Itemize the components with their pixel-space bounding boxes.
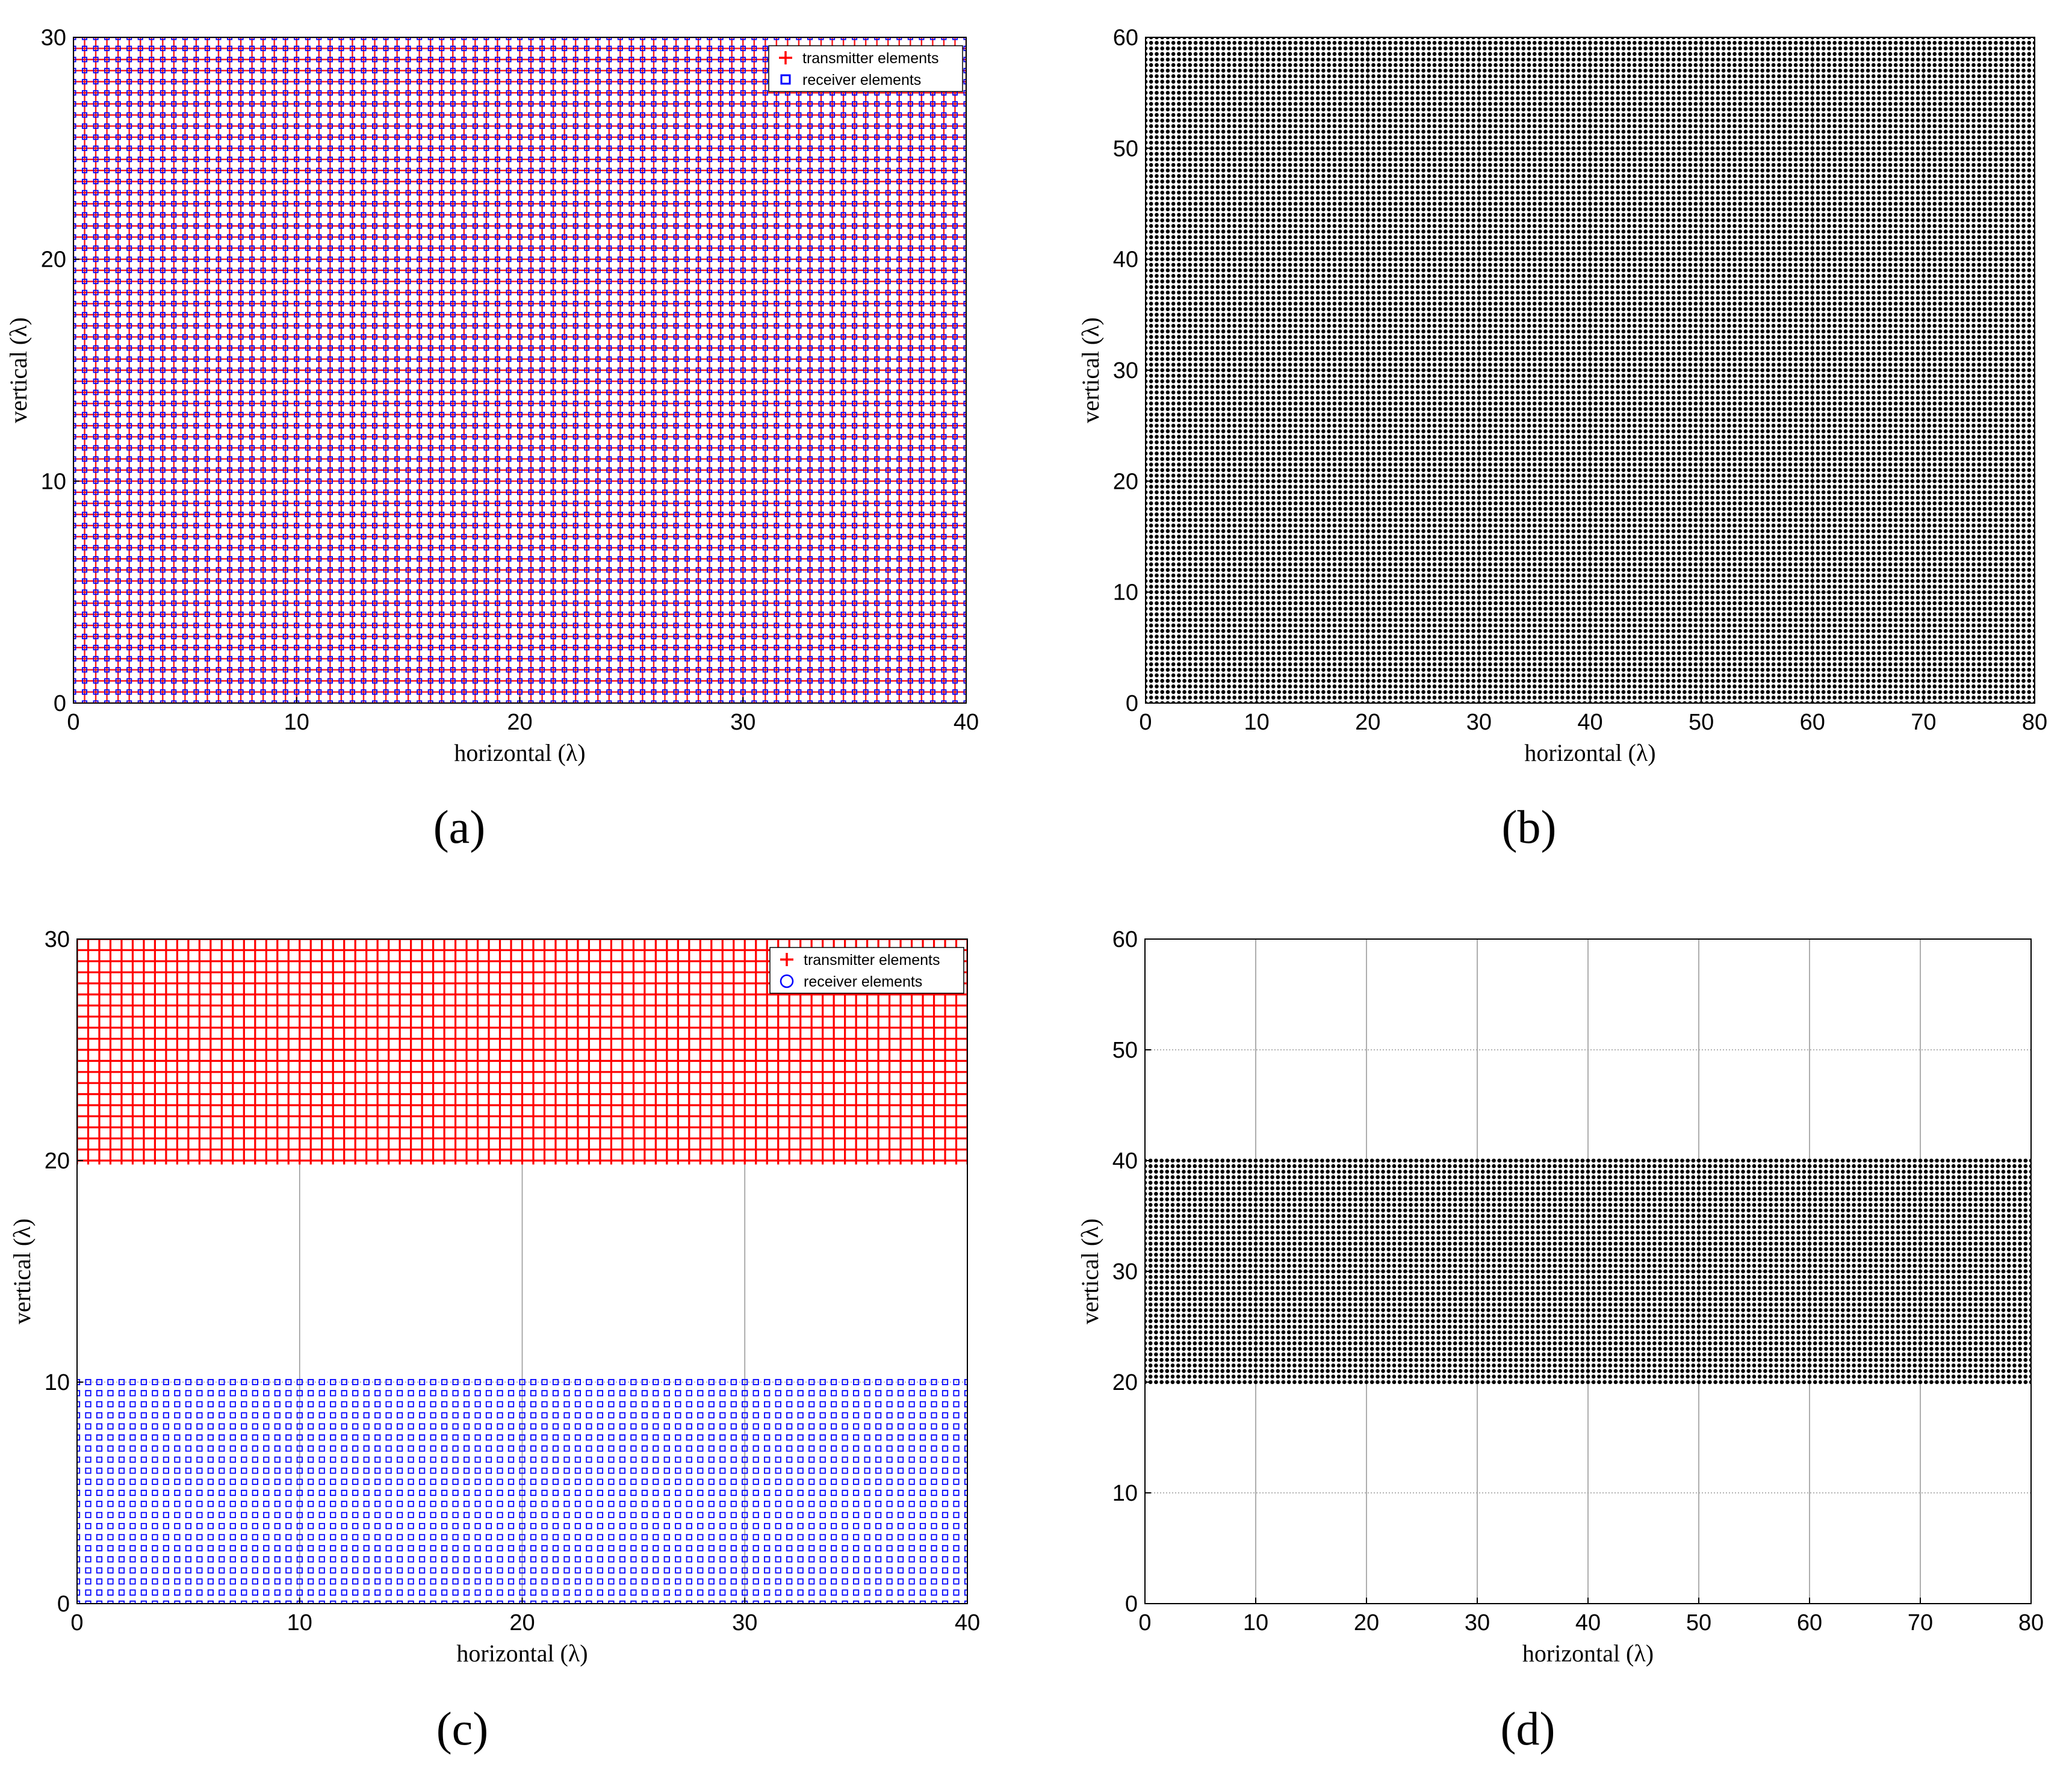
y-tick-label: 0: [54, 691, 66, 716]
x-tick-label: 60: [1800, 710, 1825, 735]
x-tick-label: 20: [1354, 1610, 1379, 1636]
legend-entry-label: receiver elements: [804, 973, 922, 990]
panel-caption: (c): [436, 1702, 489, 1755]
y-tick-label: 10: [1113, 580, 1138, 606]
x-tick-label: 40: [954, 710, 979, 735]
x-tick-label: 40: [1575, 1610, 1601, 1636]
panel-c: 0 10 20 30 40 0 10 20 30 horizontal (λ) vertical (…: [8, 927, 980, 1755]
x-axis-label: horizontal (λ): [1522, 1640, 1654, 1667]
panel-caption: (d): [1501, 1702, 1556, 1755]
y-tick-label: 0: [57, 1592, 70, 1617]
legend-entry-label: transmitter elements: [802, 50, 938, 67]
series-array-elements-markers: [1143, 1159, 2033, 1385]
y-tick-label: 20: [1113, 469, 1138, 494]
x-axis-label: horizontal (λ): [456, 1640, 588, 1667]
x-tick-label: 0: [67, 710, 79, 735]
y-tick-label: 30: [1112, 1259, 1138, 1285]
y-axis-label: vertical (λ): [1077, 317, 1104, 423]
y-tick-label: 10: [45, 1370, 70, 1395]
x-tick-label: 0: [70, 1610, 83, 1636]
y-tick-label: 50: [1112, 1038, 1138, 1063]
legend: transmitter elements receiver elements: [769, 46, 963, 91]
array-element-dot-grid: [1143, 1159, 2033, 1385]
x-tick-label: 60: [1797, 1610, 1822, 1636]
x-tick-label: 20: [509, 1610, 535, 1636]
y-tick-label: 10: [41, 469, 66, 494]
y-tick-label: 40: [1113, 247, 1138, 273]
y-tick-label: 60: [1112, 927, 1138, 952]
x-tick-label: 50: [1689, 710, 1714, 735]
panel-d: 0 10 20 30 40 50 60 70 80 0 10 20 30 40 50 60 horizontal…: [1076, 927, 2044, 1755]
x-tick-label: 70: [1908, 1610, 1933, 1636]
x-tick-label: 80: [2018, 1610, 2044, 1636]
series-array-elements-markers: [1144, 36, 2037, 705]
y-tick-label: 40: [1112, 1149, 1138, 1174]
panel-caption: (a): [433, 801, 486, 853]
x-tick-label: 10: [287, 1610, 312, 1636]
x-axis-label: horizontal (λ): [1524, 739, 1655, 766]
x-tick-label: 40: [955, 1610, 980, 1636]
x-tick-label: 70: [1911, 710, 1936, 735]
y-tick-label: 0: [1126, 691, 1138, 716]
y-axis-label: vertical (λ): [8, 1218, 36, 1324]
x-tick-label: 30: [1465, 1610, 1490, 1636]
y-tick-label: 30: [1113, 358, 1138, 383]
x-tick-label: 50: [1686, 1610, 1711, 1636]
y-tick-label: 20: [45, 1149, 70, 1174]
x-tick-label: 40: [1577, 710, 1602, 735]
x-tick-label: 20: [1355, 710, 1380, 735]
x-tick-label: 10: [1243, 1610, 1268, 1636]
y-axis-label: vertical (λ): [1076, 1218, 1103, 1324]
array-element-dot-grid: [1144, 36, 2037, 705]
y-tick-label: 50: [1113, 136, 1138, 161]
y-tick-label: 20: [41, 247, 66, 273]
legend: transmitter elements receiver elements: [770, 947, 964, 993]
x-tick-label: 20: [507, 710, 532, 735]
x-tick-label: 80: [2022, 710, 2047, 735]
x-tick-label: 30: [732, 1610, 757, 1636]
y-tick-label: 0: [1125, 1592, 1138, 1617]
x-tick-label: 10: [284, 710, 309, 735]
panel-caption: (b): [1502, 801, 1557, 853]
x-tick-label: 30: [1466, 710, 1492, 735]
x-axis-label: horizontal (λ): [454, 739, 585, 766]
y-tick-label: 30: [41, 25, 66, 51]
panel-b: 0 10 20 30 40 50 60 70 80 0 10 20 30 40 50 60 horizontal…: [1077, 25, 2047, 853]
y-axis-label: vertical (λ): [5, 317, 32, 423]
y-tick-label: 10: [1112, 1481, 1138, 1506]
panel-a: 0 10 20 30 40 0 10 20 30 horizontal (λ) vertical (…: [5, 25, 979, 853]
legend-entry-label: receiver elements: [802, 72, 921, 88]
y-tick-label: 60: [1113, 25, 1138, 51]
y-tick-label: 20: [1112, 1370, 1138, 1395]
x-tick-label: 0: [1139, 710, 1152, 735]
legend-entry-label: transmitter elements: [804, 952, 940, 969]
x-tick-label: 30: [730, 710, 755, 735]
x-tick-label: 0: [1138, 1610, 1151, 1636]
y-tick-label: 30: [45, 927, 70, 952]
x-tick-label: 10: [1244, 710, 1269, 735]
